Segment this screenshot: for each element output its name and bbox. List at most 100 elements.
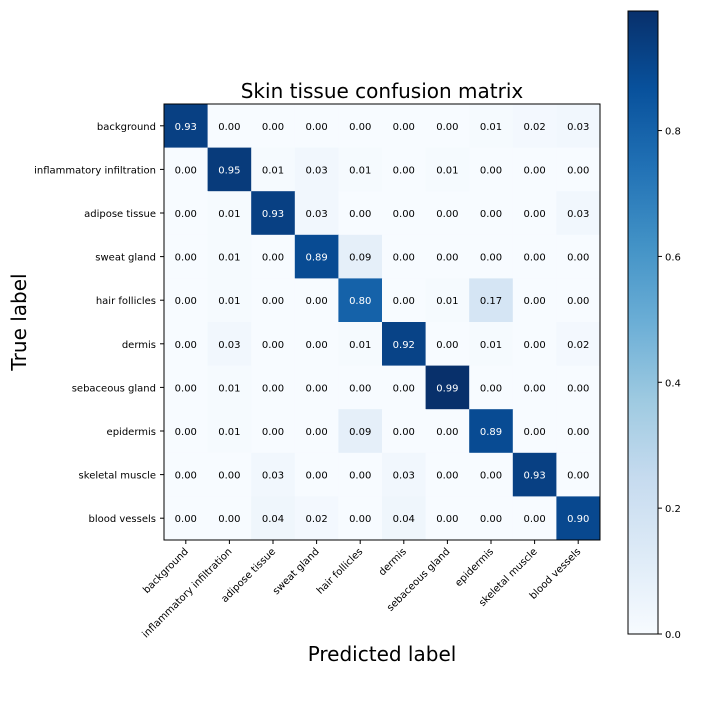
matrix-cell <box>251 104 296 149</box>
cell-value-label: 0.00 <box>480 514 502 525</box>
cell-value-label: 0.00 <box>567 296 589 307</box>
matrix-cell <box>251 452 296 497</box>
cell-value-label: 0.00 <box>523 383 545 394</box>
matrix-cell <box>338 452 383 497</box>
cell-value-label: 0.00 <box>393 383 415 394</box>
cell-value-label: 0.80 <box>349 296 371 307</box>
matrix-cell <box>294 496 339 541</box>
matrix-cell-labels: 0.93 0.00 0.00 0.00 0.00 0.00 0.00 0.01 0.02 0.03… <box>175 122 590 525</box>
cell-value-label: 0.00 <box>436 122 458 133</box>
cell-value-label: 0.01 <box>218 209 240 220</box>
cell-value-label: 0.03 <box>393 471 415 482</box>
matrix-cell <box>382 104 427 149</box>
cell-value-label: 0.03 <box>305 165 327 176</box>
matrix-cell <box>556 409 601 454</box>
cell-value-label: 0.00 <box>349 122 371 133</box>
cell-value-label: 0.02 <box>567 340 589 351</box>
matrix-cell <box>294 322 339 367</box>
matrix-cell <box>207 104 252 149</box>
matrix-cell <box>338 409 383 454</box>
matrix-cell <box>512 452 557 497</box>
matrix-cell <box>512 496 557 541</box>
matrix-cell <box>207 452 252 497</box>
cell-value-label: 0.00 <box>175 209 197 220</box>
cell-value-label: 0.00 <box>175 340 197 351</box>
matrix-cell <box>425 322 470 367</box>
y-tick-label: skeletal muscle <box>79 471 156 482</box>
colorbar-tick-label: 0.2 <box>665 504 681 515</box>
cell-value-label: 0.00 <box>567 165 589 176</box>
matrix-cell <box>338 278 383 323</box>
cell-value-label: 0.93 <box>523 471 545 482</box>
cell-value-label: 0.89 <box>480 427 502 438</box>
matrix-cell <box>251 365 296 410</box>
matrix-cell <box>556 452 601 497</box>
matrix-cell <box>207 365 252 410</box>
cell-value-label: 0.93 <box>262 209 284 220</box>
cell-value-label: 0.00 <box>175 471 197 482</box>
matrix-cell <box>469 278 514 323</box>
cell-value-label: 0.00 <box>523 296 545 307</box>
matrix-cell <box>207 278 252 323</box>
colorbar <box>627 10 659 635</box>
cell-value-label: 0.00 <box>436 340 458 351</box>
matrix-cell <box>556 322 601 367</box>
matrix-cell <box>251 322 296 367</box>
cell-value-label: 0.01 <box>480 340 502 351</box>
matrix-cell <box>164 278 209 323</box>
cell-value-label: 0.00 <box>480 165 502 176</box>
matrix-cell <box>164 191 209 236</box>
matrix-cell <box>425 409 470 454</box>
cell-value-label: 0.01 <box>349 165 371 176</box>
cell-value-label: 0.00 <box>436 471 458 482</box>
matrix-cell <box>251 147 296 192</box>
matrix-cell <box>382 496 427 541</box>
matrix-cell <box>382 234 427 279</box>
matrix-cell <box>338 104 383 149</box>
matrix-cell <box>164 104 209 149</box>
x-tick-label: epidermis <box>453 546 496 589</box>
cell-value-label: 0.00 <box>523 514 545 525</box>
cell-value-label: 0.00 <box>349 383 371 394</box>
cell-value-label: 0.01 <box>349 340 371 351</box>
cell-value-label: 0.00 <box>175 427 197 438</box>
matrix-cell <box>382 278 427 323</box>
cell-value-label: 0.01 <box>436 296 458 307</box>
cell-value-label: 0.03 <box>305 209 327 220</box>
cell-value-label: 0.00 <box>567 253 589 264</box>
matrix-cell <box>251 409 296 454</box>
matrix-cell <box>512 104 557 149</box>
cell-value-label: 0.00 <box>218 514 240 525</box>
matrix-cell <box>338 496 383 541</box>
cell-value-label: 0.00 <box>175 296 197 307</box>
matrix-cell <box>556 496 601 541</box>
y-tick-label: background <box>97 122 156 133</box>
x-tick-label: inflammatory infiltration <box>141 546 235 640</box>
cell-value-label: 0.17 <box>480 296 502 307</box>
cell-value-label: 0.00 <box>523 340 545 351</box>
cell-value-label: 0.00 <box>480 253 502 264</box>
colorbar-ticks: 0.0 0.2 0.4 0.6 0.8 <box>658 127 681 641</box>
matrix-cell <box>556 104 601 149</box>
y-tick-label: dermis <box>122 340 156 351</box>
cell-value-label: 0.03 <box>218 340 240 351</box>
cell-value-label: 0.00 <box>262 296 284 307</box>
matrix-cell <box>556 147 601 192</box>
matrix-cell <box>512 365 557 410</box>
cell-value-label: 0.01 <box>436 165 458 176</box>
matrix-cell <box>382 322 427 367</box>
cell-value-label: 0.00 <box>436 427 458 438</box>
cell-value-label: 0.92 <box>393 340 415 351</box>
matrix-cell <box>294 452 339 497</box>
matrix-cell <box>164 322 209 367</box>
cell-value-label: 0.00 <box>480 383 502 394</box>
matrix-cell <box>425 278 470 323</box>
matrix-cell <box>512 322 557 367</box>
cell-value-label: 0.00 <box>262 253 284 264</box>
y-tick-labels: background inflammatory infiltration adipo… <box>34 122 164 525</box>
cell-value-label: 0.00 <box>349 209 371 220</box>
cell-value-label: 0.00 <box>393 122 415 133</box>
cell-value-label: 0.00 <box>305 471 327 482</box>
cell-value-label: 0.00 <box>523 253 545 264</box>
cell-value-label: 0.04 <box>393 514 415 525</box>
